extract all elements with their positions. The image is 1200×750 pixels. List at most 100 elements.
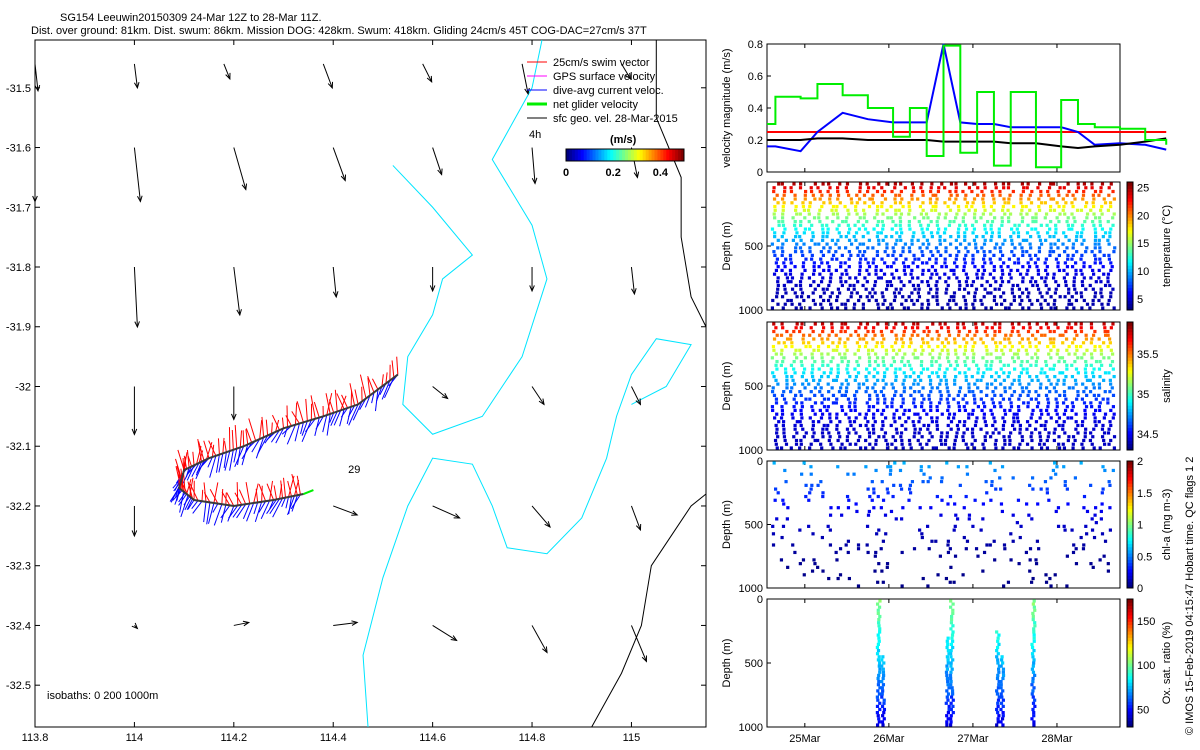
salinity-sample-point: [1003, 386, 1007, 390]
salinity-sample-point: [1094, 359, 1099, 364]
temperature-sample-point: [928, 257, 932, 261]
temperature-sample-point: [989, 291, 993, 295]
swim-vector: [245, 428, 253, 443]
salinity-sample-point: [970, 348, 975, 352]
temperature-sample-point: [784, 291, 788, 295]
salinity-sample-point: [1075, 333, 1079, 337]
temperature-sample-point: [964, 280, 969, 284]
temperature-sample-point: [1106, 238, 1110, 242]
temperature-sample-point: [1010, 238, 1014, 242]
salinity-sample-point: [1010, 382, 1014, 386]
temperature-sample-point: [993, 216, 997, 220]
current-vector: [229, 449, 234, 471]
chla-sample-point: [879, 506, 883, 510]
salinity-sample-point: [825, 427, 829, 431]
salinity-sample-point: [882, 375, 887, 379]
salinity-sample-point: [1029, 435, 1033, 439]
salinity-sample-point: [938, 322, 942, 326]
temperature-sample-point: [881, 295, 885, 299]
salinity-sample-point: [972, 393, 976, 397]
temperature-sample-point: [1037, 204, 1041, 209]
salinity-sample-point: [793, 423, 797, 428]
oxygen-sample-point: [949, 714, 953, 718]
salinity-sample-point: [920, 393, 924, 397]
map-colorbar-cell: [663, 149, 667, 161]
temperature-colorbar-tick-label: 10: [1137, 266, 1149, 278]
salinity-sample-point: [808, 333, 812, 337]
salinity-sample-point: [967, 390, 971, 394]
temperature-sample-point: [872, 257, 876, 261]
oxygen-colorbar-cell: [1127, 711, 1133, 715]
salinity-sample-point: [908, 363, 912, 367]
temperature-sample-point: [837, 291, 842, 295]
surface-velocity-arrowhead: [241, 183, 248, 191]
isobath-line: [655, 40, 707, 327]
salinity-sample-point: [793, 371, 797, 375]
current-vector: [266, 499, 277, 514]
salinity-sample-point: [811, 435, 815, 439]
salinity-sample-point: [871, 446, 875, 450]
salinity-sample-point: [848, 442, 852, 446]
salinity-sample-point: [827, 333, 831, 337]
oxygen-sample-point: [880, 692, 884, 696]
salinity-sample-point: [994, 341, 998, 345]
oxygen-colorbar-cell: [1127, 707, 1133, 712]
temperature-sample-point: [902, 283, 906, 288]
temperature-sample-point: [1025, 231, 1030, 235]
salinity-sample-point: [1062, 412, 1066, 416]
salinity-sample-point: [1049, 382, 1053, 386]
salinity-sample-point: [1020, 435, 1024, 439]
salinity-sample-point: [1019, 371, 1024, 375]
map-x-tick-label: 114: [126, 732, 144, 744]
temperature-sample-point: [1006, 208, 1010, 212]
salinity-colorbar-cell: [1127, 382, 1133, 387]
salinity-sample-point: [1091, 435, 1095, 439]
temperature-colorbar-cell: [1127, 294, 1133, 298]
salinity-sample-point: [1038, 442, 1042, 446]
temperature-sample-point: [781, 250, 785, 254]
temperature-sample-point: [826, 231, 830, 235]
salinity-sample-point: [840, 326, 844, 330]
salinity-sample-point: [838, 435, 842, 439]
salinity-sample-point: [826, 352, 830, 356]
current-vector: [260, 500, 271, 519]
temperature-sample-point: [949, 193, 953, 197]
temperature-sample-point: [990, 189, 994, 194]
salinity-sample-point: [849, 333, 853, 337]
temperature-sample-point: [810, 238, 814, 242]
salinity-sample-point: [983, 438, 987, 443]
temperature-sample-point: [1090, 186, 1094, 190]
salinity-sample-point: [829, 442, 833, 446]
salinity-sample-point: [775, 367, 779, 371]
salinity-sample-point: [1063, 431, 1067, 435]
oxygen-sample-point: [950, 686, 954, 690]
salinity-sample-point: [1073, 352, 1077, 356]
salinity-sample-point: [1036, 378, 1040, 382]
oxygen-sample-point: [1032, 630, 1036, 634]
temperature-sample-point: [1093, 216, 1098, 220]
temperature-sample-point: [1094, 257, 1098, 261]
salinity-sample-point: [1052, 329, 1056, 334]
salinity-sample-point: [910, 326, 915, 330]
temperature-sample-point: [1007, 197, 1011, 201]
temperature-sample-point: [867, 204, 872, 209]
temperature-sample-point: [1106, 272, 1111, 276]
temperature-sample-point: [799, 219, 803, 224]
salinity-sample-point: [856, 438, 861, 443]
temperature-sample-point: [1019, 193, 1023, 197]
salinity-sample-point: [902, 390, 906, 394]
salinity-sample-point: [872, 375, 876, 379]
salinity-sample-point: [781, 359, 785, 364]
temperature-sample-point: [1045, 231, 1050, 235]
temperature-sample-point: [1034, 227, 1038, 231]
oxygen-colorbar-cell: [1127, 647, 1133, 651]
salinity-sample-point: [884, 438, 888, 443]
temperature-sample-point: [1020, 182, 1024, 186]
salinity-sample-point: [901, 322, 905, 326]
salinity-colorbar-cell: [1127, 443, 1133, 448]
temperature-sample-point: [976, 186, 980, 190]
temperature-sample-point: [803, 268, 807, 273]
map-colorbar-cell: [589, 149, 594, 161]
salinity-sample-point: [853, 408, 857, 413]
salinity-sample-point: [1011, 356, 1015, 360]
